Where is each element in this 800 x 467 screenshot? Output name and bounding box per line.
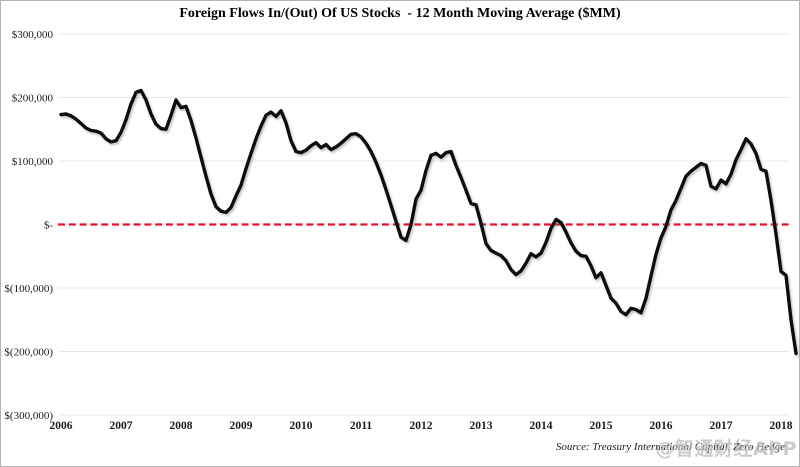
x-tick-label: 2014	[530, 420, 553, 432]
x-tick-label: 2012	[410, 420, 433, 432]
x-tick-label: 2006	[50, 420, 73, 432]
x-tick-label: 2011	[350, 420, 373, 432]
x-tick-label: 2009	[230, 420, 253, 432]
watermark: @智通财经APP	[655, 438, 797, 460]
chart-title: Foreign Flows In/(Out) Of US Stocks - 12…	[179, 6, 621, 21]
y-tick-label: $(100,000)	[4, 283, 53, 295]
x-tick-label: 2007	[110, 420, 133, 432]
data-line	[59, 88, 798, 356]
x-tick-label: 2015	[590, 420, 613, 432]
y-tick-label: $100,000	[12, 156, 54, 168]
y-tick-label: $200,000	[12, 93, 54, 105]
y-tick-label: $(200,000)	[4, 347, 53, 359]
source-note: Source: Treasury International Capital, …	[555, 441, 785, 453]
x-tick-label: 2017	[710, 420, 733, 432]
x-tick-label: 2010	[290, 420, 313, 432]
y-tick-label: $300,000	[12, 29, 54, 41]
x-tick-label: 2018	[770, 420, 793, 432]
x-tick-label: 2016	[650, 420, 673, 432]
x-tick-label: 2008	[170, 420, 193, 432]
y-tick-label: $(300,000)	[4, 410, 53, 422]
x-tick-label: 2013	[470, 420, 493, 432]
y-tick-label: $-	[44, 220, 54, 232]
